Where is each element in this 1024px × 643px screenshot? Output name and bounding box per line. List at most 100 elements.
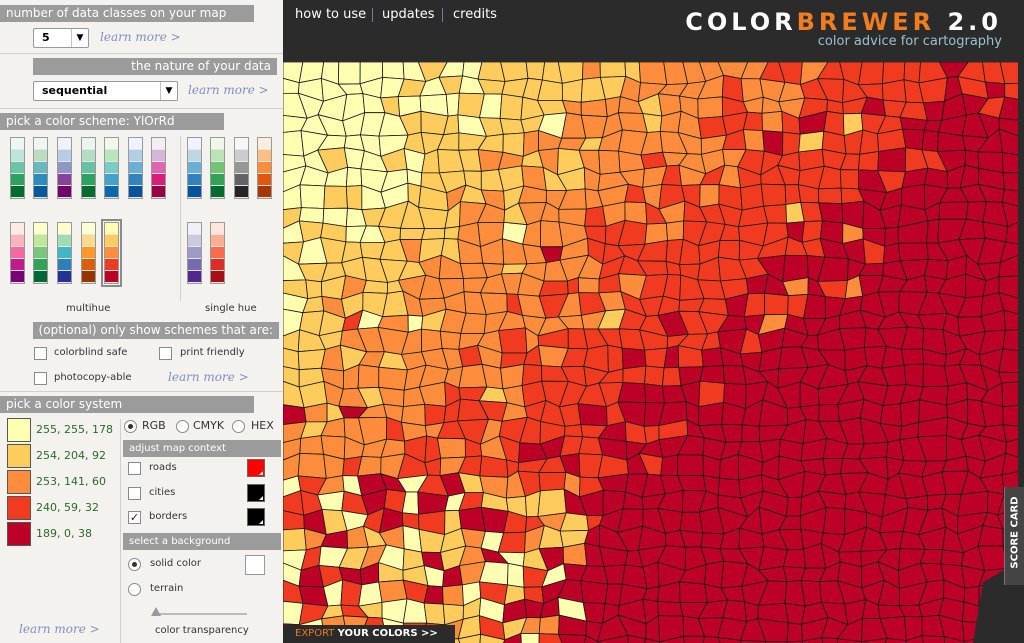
county-polygon (763, 204, 788, 224)
county-polygon (998, 275, 1018, 299)
county-polygon (1001, 201, 1018, 228)
brand-version: 2.0 (935, 8, 1002, 36)
score-card-tab[interactable]: SCORE CARD (1004, 487, 1024, 585)
swatch-color (152, 150, 165, 162)
county-polygon (357, 456, 382, 477)
swatch-color (188, 247, 201, 259)
swatch-color (258, 186, 271, 198)
brand-color: COLOR (685, 8, 797, 36)
system-learn-more-link[interactable]: learn more > (19, 622, 100, 636)
color-scheme-swatch[interactable] (57, 222, 72, 284)
county-polygon (998, 371, 1018, 384)
county-polygon (699, 365, 725, 384)
brand-tagline: color advice for cartography (817, 34, 1002, 49)
color-scheme-swatch[interactable] (151, 137, 166, 199)
credits-link[interactable]: credits (453, 7, 497, 22)
county-polygon (299, 435, 325, 455)
background-color-picker[interactable] (245, 555, 265, 575)
county-polygon (786, 622, 803, 643)
county-map (283, 62, 1018, 643)
county-polygon (677, 454, 704, 477)
color-scheme-swatch[interactable] (101, 219, 122, 287)
scheme-divider (180, 136, 181, 301)
color-scheme-swatch[interactable] (187, 137, 202, 199)
swatch-color (11, 162, 24, 174)
county-polygon (782, 548, 806, 569)
color-scheme-swatch[interactable] (257, 137, 272, 199)
cities-checkbox[interactable] (128, 487, 141, 500)
roads-checkbox[interactable] (128, 462, 141, 475)
data-classes-select[interactable]: 5 ▼ (33, 28, 89, 48)
solid-color-label: solid color (150, 558, 202, 569)
classes-learn-more-link[interactable]: learn more > (100, 30, 181, 44)
borders-checkbox[interactable]: ✓ (128, 511, 141, 524)
swatch-color (58, 174, 71, 186)
print-friendly-checkbox[interactable] (159, 347, 172, 360)
swatch-color (82, 186, 95, 198)
county-polygon (458, 506, 486, 532)
color-scheme-swatch[interactable] (10, 137, 25, 199)
cmyk-label: CMYK (193, 419, 225, 432)
county-polygon (598, 149, 621, 175)
how-to-use-link[interactable]: how to use (295, 7, 367, 22)
county-polygon (661, 366, 682, 387)
county-polygon (507, 562, 525, 588)
hex-label: HEX (251, 419, 274, 432)
roads-color-picker[interactable] (247, 459, 265, 477)
color-scheme-swatch[interactable] (234, 137, 249, 199)
photocopy-checkbox[interactable] (34, 372, 47, 385)
county-polygon (357, 364, 380, 389)
transparency-slider-handle[interactable] (151, 607, 161, 616)
swatch-color (188, 223, 201, 235)
color-scheme-swatch[interactable] (81, 137, 96, 199)
cmyk-radio[interactable] (176, 420, 189, 433)
color-scheme-swatch[interactable] (104, 137, 119, 199)
cities-color-picker[interactable] (247, 484, 265, 502)
terrain-radio[interactable] (128, 583, 141, 596)
county-polygon (659, 635, 685, 643)
nav-separator (442, 8, 443, 22)
color-system-section: pick a color system RGB CMYK HEX adjust … (0, 392, 283, 643)
county-polygon (337, 62, 361, 85)
color-scheme-swatch[interactable] (210, 222, 225, 284)
brand-logo: COLORBREWER 2.0 (685, 8, 1002, 36)
data-nature-select[interactable]: sequential ▼ (33, 81, 178, 101)
county-polygon (564, 424, 584, 438)
county-polygon (1003, 309, 1018, 331)
swatch-color (58, 138, 71, 150)
color-scheme-swatch[interactable] (33, 137, 48, 199)
color-scheme-swatch[interactable] (187, 222, 202, 284)
color-scheme-section: pick a color scheme: YlOrRd multihue sin… (0, 109, 283, 392)
nature-learn-more-link[interactable]: learn more > (188, 83, 269, 97)
swatch-color (58, 150, 71, 162)
color-scheme-swatch[interactable] (33, 222, 48, 284)
county-polygon (283, 528, 307, 552)
county-polygon (801, 637, 824, 643)
county-polygon (822, 457, 844, 476)
rgb-radio[interactable] (124, 420, 137, 433)
county-polygon (704, 560, 725, 589)
transparency-slider-track[interactable] (155, 613, 247, 615)
choropleth-map[interactable] (283, 62, 1018, 643)
export-colors-button[interactable]: EXPORT YOUR COLORS >> (283, 625, 455, 643)
county-polygon (921, 129, 939, 152)
solid-color-radio[interactable] (128, 558, 141, 571)
county-polygon (665, 220, 685, 241)
color-scheme-swatch[interactable] (210, 137, 225, 199)
color-scheme-swatch[interactable] (57, 137, 72, 199)
color-scheme-swatch[interactable] (128, 137, 143, 199)
county-polygon (743, 292, 766, 317)
swatch-color (58, 271, 71, 283)
swatch-color (58, 186, 71, 198)
scheme-learn-more-link[interactable]: learn more > (168, 370, 249, 384)
county-polygon (717, 637, 742, 643)
updates-link[interactable]: updates (382, 7, 435, 22)
county-polygon (998, 96, 1018, 121)
hex-radio[interactable] (232, 420, 245, 433)
color-scheme-swatch[interactable] (10, 222, 25, 284)
county-polygon (297, 452, 327, 479)
colorblind-safe-checkbox[interactable] (34, 347, 47, 360)
swatch-color (129, 150, 142, 162)
color-scheme-swatch[interactable] (81, 222, 96, 284)
borders-color-picker[interactable] (247, 508, 265, 526)
